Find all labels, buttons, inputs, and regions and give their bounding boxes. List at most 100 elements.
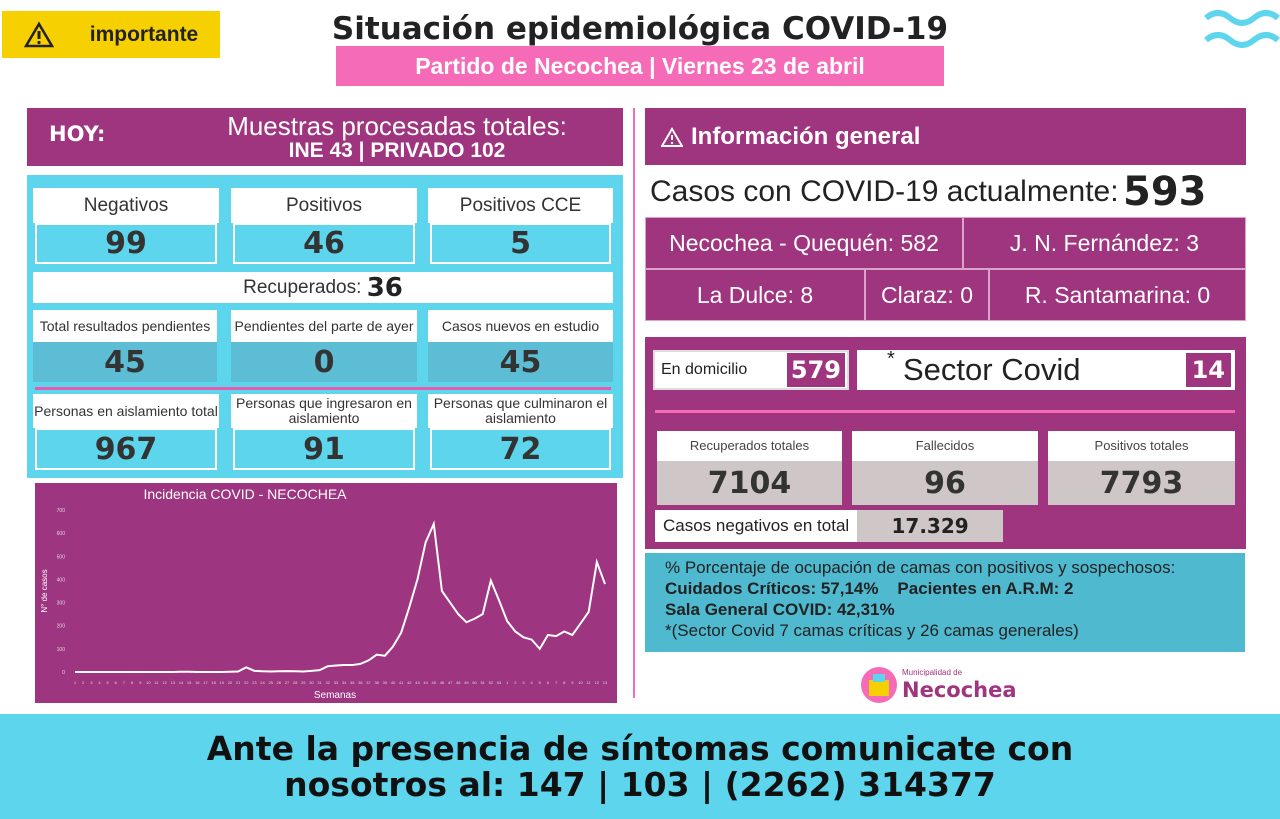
- x-tick-label: 12: [595, 680, 600, 685]
- x-tick-label: 51: [480, 680, 485, 685]
- hoy: HOY:: [49, 122, 106, 146]
- total-value: 7793: [1048, 461, 1235, 505]
- x-tick-label: 10: [146, 680, 151, 685]
- x-tick-label: 36: [358, 680, 363, 685]
- ocupacion-line: Cuidados Críticos: 57,14% Pacientes en A…: [665, 578, 1245, 599]
- x-tick-label: 13: [603, 680, 608, 685]
- info-title: Información general: [691, 122, 921, 150]
- negativos: Casos negativos en total 17.329: [655, 510, 1003, 542]
- x-tick-label: 1: [74, 680, 77, 685]
- y-tick-label: 300: [57, 601, 66, 607]
- box-label: Casos nuevos en estudio: [428, 310, 613, 342]
- x-tick-label: 27: [285, 680, 290, 685]
- x-tick-label: 49: [464, 680, 469, 685]
- box-value: 967: [35, 428, 217, 470]
- x-tick-label: 21: [236, 680, 241, 685]
- x-tick-label: 23: [252, 680, 257, 685]
- negativos-value: 17.329: [857, 510, 1003, 542]
- x-tick-label: 40: [391, 680, 396, 685]
- x-tick-label: 9: [571, 680, 574, 685]
- x-tick-label: 13: [171, 680, 176, 685]
- localidad: Necochea - Quequén: 582: [645, 217, 963, 269]
- municipio: Necochea: [902, 678, 1017, 702]
- muestras-title: Muestras procesadas totales:: [227, 110, 567, 141]
- box-value: 72: [430, 428, 611, 470]
- asterisk: *: [887, 348, 895, 370]
- x-tick-label: 38: [374, 680, 379, 685]
- x-tick-label: 31: [317, 680, 322, 685]
- box-label: Personas en aislamiento total: [33, 394, 219, 428]
- x-tick-label: 29: [301, 680, 306, 685]
- negativos-label: Casos negativos en total: [663, 516, 850, 535]
- x-tick-label: 53: [497, 680, 502, 685]
- localidades: Necochea - Quequén: 582 J. N. Fernández:…: [645, 217, 1246, 321]
- ocupacion-line: Sala General COVID: 42,31%: [665, 600, 895, 619]
- x-tick-label: 7: [123, 680, 126, 685]
- y-tick-label: 500: [57, 554, 66, 560]
- x-tick-label: 2: [514, 680, 517, 685]
- line: [75, 520, 606, 673]
- sector-label-text: Sector Covid: [903, 352, 1081, 387]
- logo-icon: [861, 667, 897, 703]
- x-tick-label: 43: [415, 680, 420, 685]
- x-tick-label: 14: [179, 680, 184, 685]
- sector: * Sector Covid 14: [857, 348, 1235, 390]
- y-tick-label: 700: [57, 508, 66, 514]
- footer-line: Ante la presencia de síntomas comunicate…: [206, 728, 1074, 768]
- x-tick-label: 5: [539, 680, 542, 685]
- sector-label: * Sector Covid: [887, 348, 1081, 388]
- x-tick-label: 8: [563, 680, 566, 685]
- y-axis-label: N° de casos: [40, 569, 49, 612]
- warning-icon: [661, 126, 683, 147]
- status-panel: En domicilio 579 * Sector Covid 14 Recupe…: [645, 337, 1246, 549]
- recuperados-label: Recuperados:: [243, 276, 362, 298]
- localidad: La Dulce: 8: [645, 269, 865, 321]
- x-tick-label: 37: [366, 680, 371, 685]
- x-tick-label: 18: [211, 680, 216, 685]
- pink-rule: [655, 410, 1235, 413]
- x-tick-label: 44: [423, 680, 428, 685]
- total-value: 7104: [657, 461, 842, 505]
- municipio-logo: Municipalidad de Necochea: [860, 664, 1030, 706]
- casos-label: Casos con COVID-19 actualmente:: [650, 175, 1119, 208]
- x-tick-label: 45: [432, 680, 437, 685]
- x-tick-label: 33: [334, 680, 339, 685]
- x-tick-label: 3: [522, 680, 525, 685]
- x-tick-label: 17: [203, 680, 208, 685]
- ocupacion-line: % Porcentaje de ocupación de camas con p…: [665, 558, 1176, 577]
- footer: Ante la presencia de síntomas comunicate…: [0, 714, 1280, 819]
- domicilio: En domicilio 579: [653, 350, 849, 390]
- x-tick-label: 26: [277, 680, 282, 685]
- muestras-panel: HOY: Muestras procesadas totales: INE 43…: [27, 108, 623, 166]
- box-value: 45: [33, 342, 217, 382]
- info-header: Información general: [645, 108, 1246, 165]
- x-tick-label: 1: [506, 680, 509, 685]
- x-tick-label: 2: [82, 680, 85, 685]
- box-value: 0: [231, 342, 417, 382]
- ocupacion: % Porcentaje de ocupación de camas con p…: [645, 553, 1245, 652]
- x-tick-label: 9: [139, 680, 142, 685]
- x-tick-label: 39: [383, 680, 388, 685]
- x-tick-label: 34: [342, 680, 347, 685]
- subtitle: Partido de Necochea | Viernes 23 de abri…: [336, 46, 944, 86]
- x-tick-label: 3: [90, 680, 93, 685]
- total-label: Fallecidos: [852, 431, 1038, 461]
- x-axis-label: Semanas: [314, 690, 356, 701]
- title: Situación epidemiológica COVID-19: [331, 11, 949, 47]
- x-tick-label: 4: [530, 680, 533, 685]
- x-tick-label: 11: [154, 680, 159, 685]
- waves-logo: [1204, 10, 1280, 48]
- y-tick-label: 600: [57, 531, 66, 537]
- localidad: R. Santamarina: 0: [989, 269, 1246, 321]
- ocupacion-line: *(Sector Covid 7 camas críticas y 26 cam…: [665, 621, 1079, 640]
- x-tick-label: 28: [293, 680, 298, 685]
- municipio-small: Municipalidad de: [902, 668, 963, 677]
- box-label: Positivos: [231, 188, 417, 223]
- y-tick-label: 400: [57, 577, 66, 583]
- x-tick-label: 10: [578, 680, 583, 685]
- total-value: 96: [852, 461, 1038, 505]
- recuperados: Recuperados: 36: [33, 272, 613, 303]
- total-label: Positivos totales: [1048, 431, 1235, 461]
- x-tick-label: 25: [268, 680, 273, 685]
